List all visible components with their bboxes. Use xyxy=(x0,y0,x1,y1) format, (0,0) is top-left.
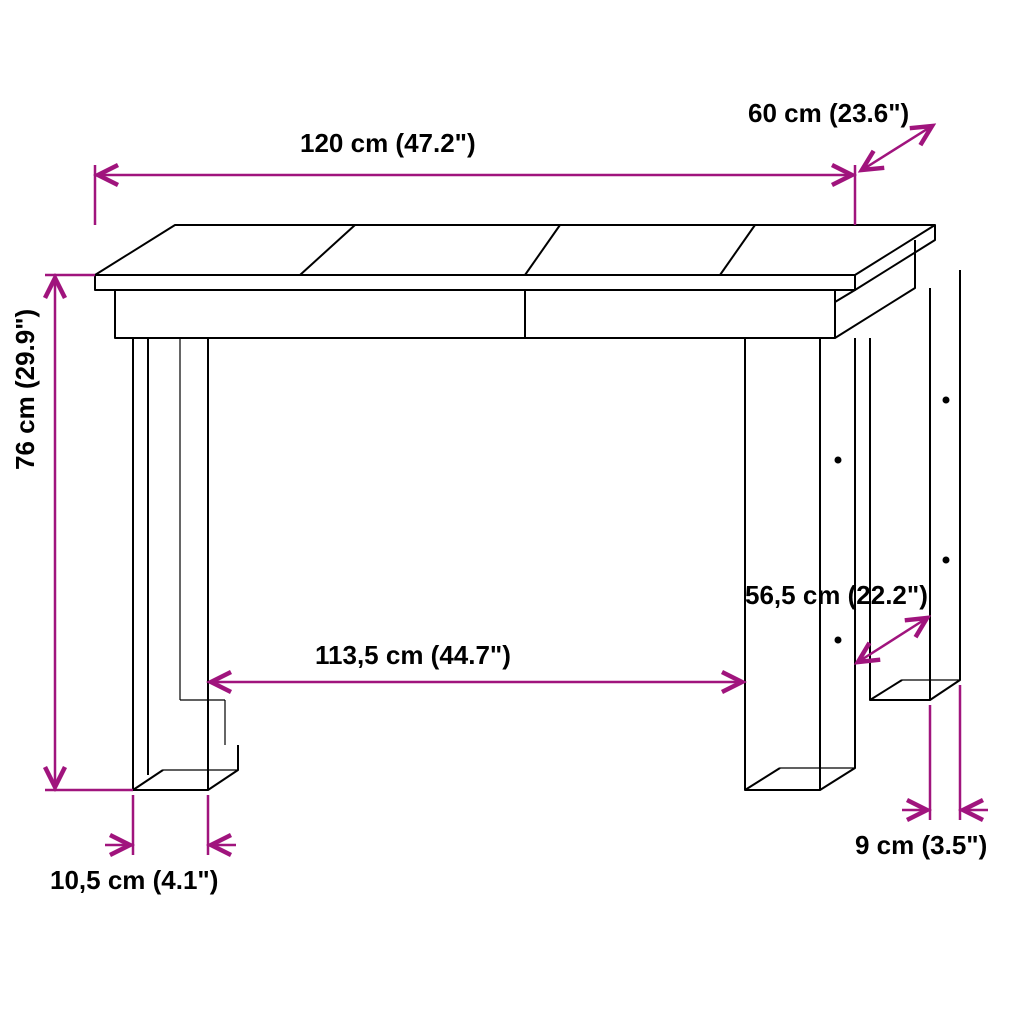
dim-height: 76 cm (29.9") xyxy=(10,309,41,470)
dim-leg-side: 10,5 cm (4.1") xyxy=(50,865,218,896)
dim-inner-depth: 56,5 cm (22.2") xyxy=(745,580,928,611)
dimension-lines xyxy=(45,126,988,855)
table-outline xyxy=(95,225,960,790)
dim-width: 120 cm (47.2") xyxy=(300,128,476,159)
dim-depth: 60 cm (23.6") xyxy=(748,98,909,129)
dim-inner-width: 113,5 cm (44.7") xyxy=(315,640,511,671)
dim-leg-front: 9 cm (3.5") xyxy=(855,830,987,861)
